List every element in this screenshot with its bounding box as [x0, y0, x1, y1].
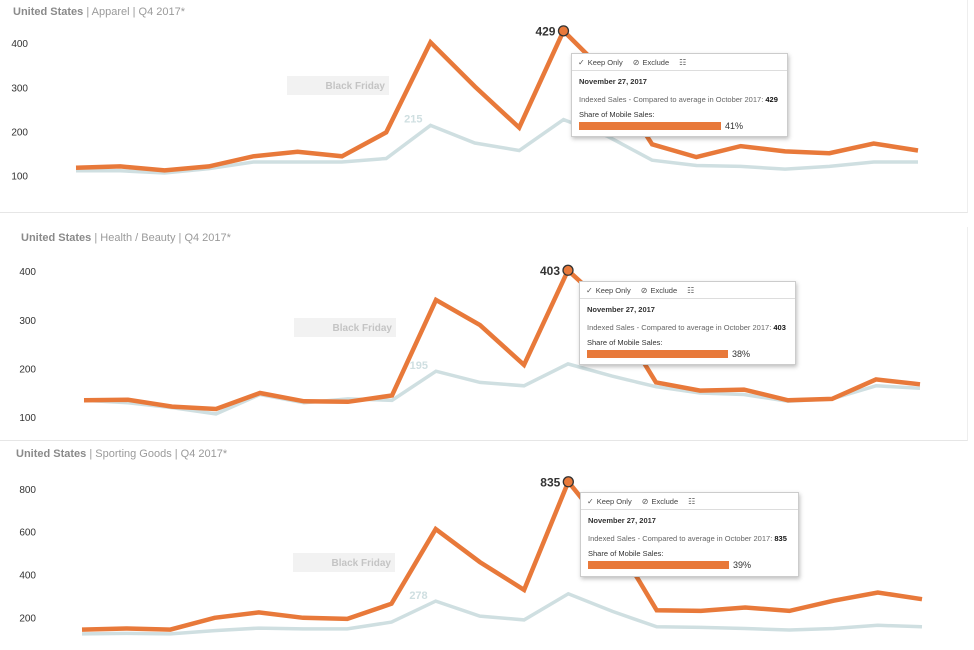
selected-data-point[interactable]: [562, 264, 574, 276]
mobile-peak-label: 278: [409, 590, 427, 602]
tooltip: ✓ Keep Only ⊘ Exclude ☷ November 27, 2017 …: [571, 53, 788, 137]
tooltip: ✓ Keep Only ⊘ Exclude ☷ November 27, 2017 …: [579, 281, 796, 365]
chart-panel-sporting-goods: United States | Sporting Goods | Q4 2017…: [0, 443, 974, 650]
black-friday-annotation: Black Friday: [326, 81, 386, 92]
table-icon: ☷: [687, 285, 695, 295]
apparel-line-chart[interactable]: 100 200 300 400 Black Friday 215 429: [0, 0, 974, 213]
black-friday-annotation: Black Friday: [332, 558, 392, 569]
check-icon: ✓: [586, 285, 593, 295]
table-icon: ☷: [679, 57, 687, 67]
black-friday-annotation-box: [287, 76, 389, 95]
sporting-goods-line-chart[interactable]: 200 400 600 800 Black Friday 278 835: [0, 443, 974, 650]
y-tick-label: 100: [11, 172, 28, 183]
check-icon: ✓: [587, 496, 594, 506]
indexed-sales-line[interactable]: [83, 266, 921, 412]
tooltip-toolbar: ✓ Keep Only ⊘ Exclude ☷: [580, 282, 795, 299]
exclude-icon: ⊘: [632, 57, 640, 67]
mobile-peak-label: 215: [404, 113, 422, 125]
peak-value-label: 403: [540, 264, 560, 278]
share-percent: 41%: [725, 121, 744, 131]
share-bar: [587, 350, 728, 358]
y-tick-label: 300: [19, 316, 36, 327]
panel-divider: [0, 0, 968, 213]
indexed-sales-line[interactable]: [75, 27, 919, 173]
peak-value-label: 429: [535, 24, 555, 38]
mobile-sales-line[interactable]: [76, 117, 918, 175]
selected-data-point[interactable]: [557, 25, 570, 37]
y-tick-label: 400: [19, 570, 36, 581]
exclude-icon: ⊘: [640, 285, 648, 295]
health-beauty-line-chart[interactable]: 100 200 300 400 Black Friday 195 403: [0, 227, 974, 441]
indexed-sales-line[interactable]: [81, 477, 923, 632]
chart-title: United States | Sporting Goods | Q4 2017…: [16, 448, 228, 460]
tooltip-share-label: Share of Mobile Sales:: [588, 549, 664, 558]
y-tick-label: 400: [11, 39, 28, 50]
y-tick-label: 200: [19, 613, 36, 624]
view-data-button[interactable]: ☷: [679, 58, 686, 67]
tooltip: ✓ Keep Only ⊘ Exclude ☷ November 27, 2017 …: [580, 492, 799, 577]
table-icon: ☷: [688, 496, 696, 506]
chart-panel-apparel: United States | Apparel | Q4 2017* 100 20…: [0, 0, 974, 213]
y-tick-label: 400: [19, 267, 36, 278]
keep-only-button[interactable]: ✓ Keep Only: [586, 285, 631, 295]
mobile-sales-line[interactable]: [81, 591, 923, 636]
tooltip-date: November 27, 2017: [579, 77, 647, 86]
view-data-button[interactable]: ☷: [688, 497, 695, 506]
tooltip-indexed-sales: Indexed Sales - Compared to average in O…: [579, 95, 778, 104]
tooltip-indexed-sales: Indexed Sales - Compared to average in O…: [588, 534, 787, 543]
mobile-peak-label: 195: [410, 360, 428, 372]
chart-title: United States | Health / Beauty | Q4 201…: [21, 232, 231, 244]
tooltip-share-label: Share of Mobile Sales:: [579, 110, 655, 119]
exclude-button[interactable]: ⊘ Exclude: [640, 285, 678, 295]
share-bar: [579, 122, 721, 130]
view-data-button[interactable]: ☷: [687, 286, 694, 295]
share-percent: 39%: [733, 560, 752, 570]
y-tick-label: 300: [11, 83, 28, 94]
check-icon: ✓: [578, 57, 585, 67]
tooltip-date: November 27, 2017: [588, 516, 656, 525]
chart-panel-health-beauty: United States | Health / Beauty | Q4 201…: [0, 227, 974, 441]
exclude-button[interactable]: ⊘ Exclude: [641, 496, 679, 506]
tooltip-share-label: Share of Mobile Sales:: [587, 338, 663, 347]
black-friday-annotation-box: [293, 553, 395, 572]
tooltip-toolbar: ✓ Keep Only ⊘ Exclude ☷: [572, 54, 787, 71]
chart-title: United States | Apparel | Q4 2017*: [13, 6, 186, 18]
black-friday-annotation: Black Friday: [333, 323, 393, 334]
keep-only-button[interactable]: ✓ Keep Only: [578, 57, 623, 67]
y-tick-label: 800: [19, 485, 36, 496]
exclude-button[interactable]: ⊘ Exclude: [632, 57, 670, 67]
y-tick-label: 100: [19, 413, 36, 424]
panel-divider: [0, 227, 968, 441]
black-friday-annotation-box: [294, 318, 396, 337]
exclude-icon: ⊘: [641, 496, 649, 506]
keep-only-button[interactable]: ✓ Keep Only: [587, 496, 632, 506]
y-tick-label: 200: [11, 127, 28, 138]
peak-value-label: 835: [540, 475, 560, 489]
selected-data-point[interactable]: [562, 476, 574, 488]
share-bar: [588, 561, 729, 569]
y-tick-label: 600: [19, 528, 36, 539]
tooltip-toolbar: ✓ Keep Only ⊘ Exclude ☷: [581, 493, 798, 510]
share-percent: 38%: [732, 349, 751, 359]
tooltip-date: November 27, 2017: [587, 305, 655, 314]
y-tick-label: 200: [19, 364, 36, 375]
tooltip-indexed-sales: Indexed Sales - Compared to average in O…: [587, 323, 786, 332]
